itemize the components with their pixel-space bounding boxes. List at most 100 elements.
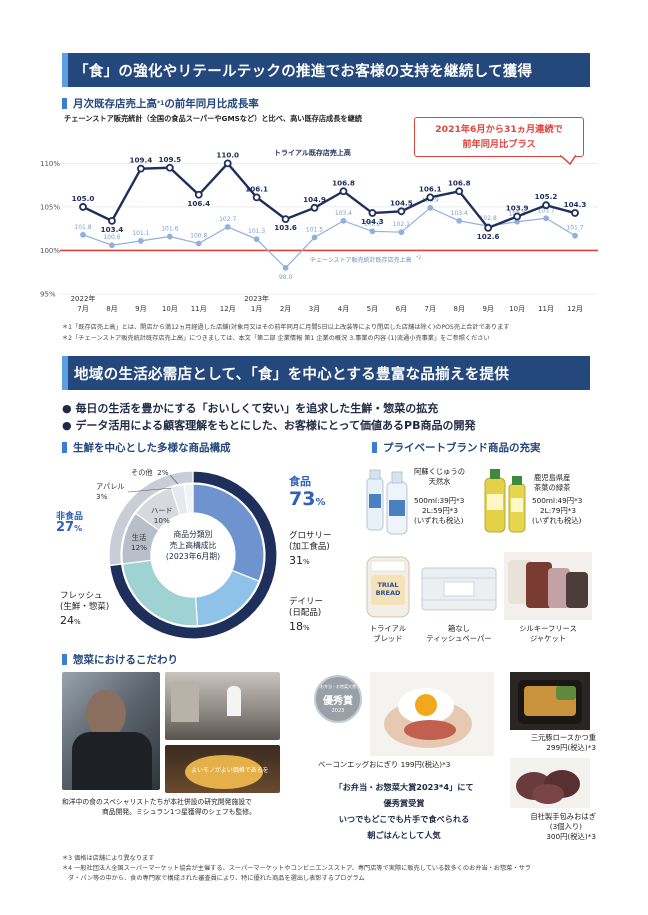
- x-year-label: 2023年: [244, 294, 269, 303]
- bullet-1-text: 毎日の生活を豊かにする「おいしくて安い」を追求した生鮮・惣菜の拡充: [75, 402, 439, 415]
- sales-chart-title-note: *1: [157, 100, 165, 107]
- heading-marker: [372, 442, 377, 453]
- section1-banner: 「食」の強化やリテールテックの推進でお客様の支持を継続して獲得: [62, 53, 590, 87]
- pb-water-name: 阿蘇くじゅうの 天然水: [414, 467, 465, 487]
- chain-point: [137, 237, 144, 244]
- x-tick-label: 1月: [251, 305, 262, 313]
- pb-tissue-name-1: 箱なし: [448, 624, 470, 633]
- trial-point: [310, 203, 319, 212]
- deli-note-2: ＊4 一般社団法人全国スーパーマーケット協会が主催する、スーパーマーケットやコン…: [62, 865, 531, 872]
- chain-data-label: 101.5: [306, 226, 323, 233]
- chart-note-1: ＊1「既存店売上高」とは、開店から満12ヵ月経過した店舗(対象月又はその前年同月…: [62, 324, 510, 331]
- pb-water-name-2: 天然水: [428, 477, 451, 486]
- donut-title-3: (2023年6月期): [165, 552, 221, 561]
- katsuju-price: 299円(税込)*3: [546, 743, 596, 752]
- fresh-value: 24: [60, 614, 74, 627]
- y-tick-label: 100%: [40, 247, 60, 255]
- products-title: 生鮮を中心とした多様な商品構成: [73, 442, 231, 454]
- katsuju-name: 三元豚ロースかつ重: [530, 733, 596, 742]
- chain-point: [224, 224, 231, 230]
- daily-unit: %: [303, 624, 310, 632]
- bullet-2-text: データ活用による顧客理解をもとにした、お客様にとって価値あるPB商品の開発: [75, 419, 476, 432]
- ohagi-pack: (3個入り): [549, 822, 582, 831]
- chain-point: [398, 229, 405, 236]
- katsuju-photo: [510, 672, 590, 730]
- ohagi-caption: 自社製手包みおはぎ (3個入り) 300円(税込)*3: [506, 812, 596, 842]
- pb-water-name-1: 阿蘇くじゅうの: [414, 467, 466, 476]
- heading-marker: [62, 654, 67, 665]
- fleece-jacket-image: [504, 552, 592, 620]
- x-tick-label: 3月: [309, 305, 320, 313]
- chain-point: [427, 204, 434, 211]
- chain-data-label: 102.2: [364, 220, 381, 227]
- chef-caption: 和洋中の食のスペシャリストたちが本社併設の研究開発施設で 商品開発。ミシュラン1…: [62, 797, 256, 817]
- chain-point: [572, 232, 578, 239]
- trial-data-label: 106.8: [448, 178, 471, 187]
- pb-tea-name-1: 鹿児島県産: [534, 473, 571, 482]
- section2-banner: 地域の生活必需店として、「食」を中心とする豊富な品揃えを提供: [62, 356, 590, 390]
- trial-series-name: トライアル既存店売上高: [274, 148, 351, 157]
- award-line-2: 優秀賞受賞: [383, 798, 425, 808]
- donut-title-2: 売上高構成比: [169, 541, 217, 550]
- daily-value: 18: [289, 620, 303, 633]
- chain-data-label: 102.8: [480, 215, 497, 222]
- food-value-num: 73: [289, 488, 316, 510]
- donut-center-label: 商品分類別 売上高構成比 (2023年6月期): [157, 529, 229, 562]
- chain-point: [369, 228, 376, 235]
- chain-point: [456, 217, 463, 224]
- daily-label: デイリー (日配品) 18%: [289, 597, 323, 634]
- life-label: 生活 12%: [131, 533, 147, 553]
- chain-point: [311, 234, 318, 241]
- chain-data-label: 101.7: [566, 225, 583, 232]
- trial-point: [542, 201, 550, 210]
- x-tick-label: 11月: [191, 305, 207, 313]
- x-tick-label: 2月: [280, 305, 291, 313]
- ohagi-price: 300円(税込)*3: [546, 832, 596, 841]
- callout-line-1: 2021年6月から31ヵ月連続で: [435, 124, 563, 135]
- life-name: 生活: [131, 533, 147, 542]
- deli-title: 惣菜におけるこだわり: [73, 654, 178, 666]
- award-badge-year: 2023: [331, 708, 345, 714]
- sales-growth-line-chart: 95% 100% 105% 110% 7月 8月 9月 10月 11月 12月 1月 2月 3月 4月 5月…: [40, 148, 598, 313]
- chain-point: [195, 240, 202, 247]
- pb-bread-name: トライアル ブレッド: [360, 624, 416, 644]
- x-tick-label: 12月: [220, 305, 236, 313]
- nonfood-value-unit: %: [74, 524, 83, 533]
- other-name: その他: [131, 468, 153, 477]
- pb-fleece-name: シルキーフリース ジャケット: [505, 624, 591, 644]
- award-line-3: いつでもどこでも片手で食べられる: [338, 814, 470, 824]
- food-value: 73%: [289, 488, 325, 510]
- food-value-unit: %: [315, 497, 326, 508]
- chain-point: [253, 236, 260, 243]
- trial-point: [484, 223, 493, 232]
- fresh-sub: (生鮮・惣菜): [60, 602, 110, 612]
- chain-point: [543, 215, 549, 222]
- chain-data-label: 101.1: [132, 230, 149, 237]
- chef-portrait-photo: [62, 672, 160, 790]
- trial-point: [455, 187, 464, 196]
- sales-chart-title-suffix: の前年同月比成長率: [164, 98, 259, 110]
- trial-point: [426, 193, 435, 202]
- x-tick-label: 8月: [454, 305, 465, 313]
- award-badge-main: 優秀賞: [323, 696, 353, 707]
- omurice-photo: よいモノがよい価格であるを: [165, 745, 280, 793]
- trial-data-label: 106.4: [187, 199, 210, 208]
- pb-tea-name: 鹿児島県産 茶葉の緑茶: [534, 473, 570, 493]
- trial-point: [281, 215, 290, 224]
- trial-data-label: 104.3: [564, 200, 587, 209]
- pb-fleece-name-2: ジャケット: [529, 634, 567, 643]
- bacon-egg-onigiri-photo: [370, 672, 494, 756]
- pb-tea-price-3: (いずれも税込): [532, 516, 582, 525]
- donut-title-1: 商品分類別: [173, 530, 213, 539]
- hard-label: ハード 10%: [151, 506, 173, 526]
- deli-note-1: ＊3 価格は店舗により異なります: [62, 855, 155, 862]
- nonfood-value-num: 27: [56, 520, 75, 535]
- chain-data-label: 100.8: [190, 233, 207, 240]
- chain-data-label: 100.6: [103, 234, 120, 241]
- pb-tea-name-2: 茶葉の緑茶: [534, 483, 571, 492]
- other-value: 2%: [157, 468, 169, 477]
- pb-bread-name-2: ブレッド: [373, 634, 403, 643]
- trial-point: [339, 187, 348, 196]
- trial-point: [136, 164, 145, 173]
- pb-water-price-3: (いずれも税込): [414, 516, 464, 525]
